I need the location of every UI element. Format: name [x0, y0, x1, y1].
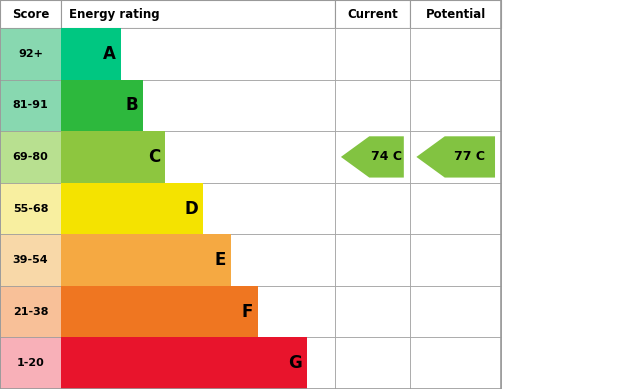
Bar [335, 80, 410, 131]
Text: E: E [214, 251, 226, 269]
Text: A: A [103, 45, 116, 63]
Bar [410, 286, 501, 337]
Bar [335, 131, 410, 183]
Bar [410, 28, 501, 80]
Polygon shape [341, 136, 404, 177]
Bar [61, 80, 143, 131]
Text: Potential: Potential [426, 7, 486, 21]
Bar [0, 337, 61, 389]
Bar [61, 337, 335, 389]
Bar [61, 234, 231, 286]
Bar [410, 0, 501, 28]
Bar [335, 0, 410, 28]
Bar [0, 0, 61, 28]
Text: 74 C: 74 C [371, 151, 402, 163]
Bar [61, 28, 121, 80]
Text: 21-38: 21-38 [13, 307, 48, 317]
Bar [61, 183, 335, 234]
Bar [410, 234, 501, 286]
Text: 81-91: 81-91 [13, 100, 48, 110]
Bar [61, 337, 308, 389]
Text: F: F [242, 303, 253, 321]
Polygon shape [416, 136, 495, 177]
Bar [61, 80, 335, 131]
Bar [0, 28, 61, 80]
Bar [61, 234, 335, 286]
Bar [61, 28, 335, 80]
Bar [61, 0, 335, 28]
Bar [335, 28, 410, 80]
Text: 55-68: 55-68 [13, 203, 48, 214]
Text: 92+: 92+ [18, 49, 43, 59]
Bar [410, 80, 501, 131]
Bar [335, 234, 410, 286]
Bar [0, 234, 61, 286]
Text: C: C [148, 148, 160, 166]
Bar [410, 183, 501, 234]
Bar [410, 131, 501, 183]
Text: 39-54: 39-54 [13, 255, 48, 265]
Bar [61, 183, 203, 234]
Text: Score: Score [12, 7, 49, 21]
Bar [0, 131, 61, 183]
Bar [61, 286, 258, 337]
Text: G: G [289, 354, 302, 372]
Bar [61, 286, 335, 337]
Text: D: D [184, 200, 198, 217]
Bar [0, 183, 61, 234]
Bar [0, 286, 61, 337]
Bar [410, 337, 501, 389]
Bar [61, 131, 165, 183]
Text: 1-20: 1-20 [16, 358, 45, 368]
Text: 77 C: 77 C [454, 151, 486, 163]
Text: Current: Current [347, 7, 398, 21]
Bar [335, 337, 410, 389]
Bar [0, 80, 61, 131]
Bar [335, 286, 410, 337]
Text: Energy rating: Energy rating [69, 7, 159, 21]
Text: 69-80: 69-80 [13, 152, 48, 162]
Bar [335, 183, 410, 234]
Text: B: B [125, 96, 138, 114]
Bar [0, 0, 501, 389]
Bar [61, 131, 335, 183]
